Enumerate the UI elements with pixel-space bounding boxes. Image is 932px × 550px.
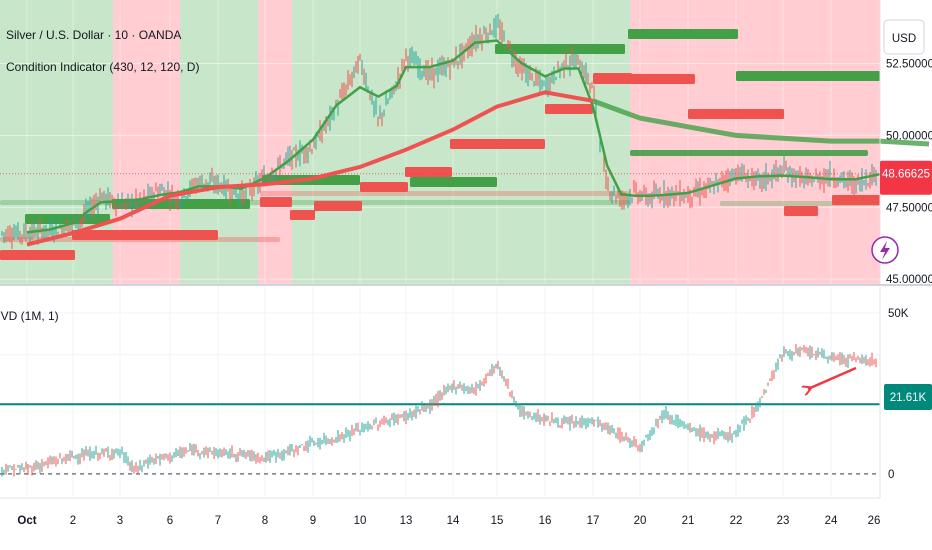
price-axis[interactable]: USD 45.00000 47.50000 50.00000 52.50000 48.… [871, 0, 932, 287]
time-tick-label: 26 [868, 515, 881, 527]
time-tick-label: Oct [17, 515, 36, 527]
price-grid [0, 0, 880, 284]
red-level-bar [290, 210, 315, 220]
time-tick-label: 17 [587, 515, 600, 527]
time-tick-label: 13 [400, 515, 413, 527]
cvd-grid [0, 287, 880, 496]
time-tick-label: 23 [777, 515, 790, 527]
green-level-bar [628, 29, 738, 39]
price-pane[interactable]: Silver / U.S. Dollar · 10 · OANDA Condit… [0, 0, 930, 284]
time-axis[interactable]: Oct 2 3 6 7 8 9 10 13 14 15 16 17 20 21 22 23 24 26 [0, 497, 880, 527]
red-level-bar [314, 201, 362, 211]
last-price-tag [880, 160, 932, 195]
cvd-tick-label: 0 [888, 469, 894, 481]
red-level-bar [360, 182, 408, 192]
time-tick-label: 21 [682, 515, 695, 527]
time-tick-label: 7 [215, 515, 221, 527]
price-tick-label: 45.00000 [886, 274, 932, 286]
last-price-value: 48.66625 [882, 169, 930, 181]
faint-level-bar [630, 150, 868, 156]
time-tick-label: 2 [70, 515, 76, 527]
annotation-arrow [808, 366, 857, 389]
zone-bear [258, 0, 292, 284]
cvd-tick-label: 50K [888, 308, 909, 320]
indicator-title: Condition Indicator (430, 12, 120, D) [6, 60, 199, 74]
symbol-title: Silver / U.S. Dollar · 10 · OANDA [6, 28, 181, 42]
price-tick-label: 50.00000 [886, 130, 932, 142]
red-level-bar [72, 230, 218, 240]
lightning-icon[interactable] [871, 236, 899, 264]
red-level-bar [545, 104, 593, 114]
cvd-title: CVD (1M, 1) [0, 309, 59, 323]
moving-averages [26, 39, 930, 247]
cvd-axis[interactable]: 0 50K 21.61K [879, 287, 932, 498]
green-level-bar [410, 177, 497, 187]
time-tick-label: 16 [539, 515, 552, 527]
price-tick-label: 47.50000 [886, 202, 932, 214]
cvd-pane[interactable]: CVD (1M, 1) [0, 287, 880, 496]
cvd-candles [1, 343, 877, 477]
price-tick-label: 52.50000 [886, 59, 932, 71]
slow-moving-average-falling [592, 98, 930, 147]
time-tick-labels: Oct 2 3 6 7 8 9 10 13 14 15 16 17 20 21 22 23 24 26 [17, 515, 880, 527]
faint-level-bar [260, 191, 630, 196]
red-level-bar [260, 197, 292, 207]
currency-button[interactable] [883, 19, 925, 55]
red-level-bar [450, 139, 545, 149]
cvd-value-tag [884, 384, 932, 410]
currency-label: USD [892, 33, 916, 45]
time-tick-label: 9 [310, 515, 316, 527]
cvd-value: 21.61K [890, 392, 927, 404]
red-level-bar [593, 74, 695, 84]
green-level-bar [495, 44, 625, 54]
price-tick-labels: 45.00000 47.50000 50.00000 52.50000 [886, 59, 932, 287]
fast-moving-average [26, 39, 930, 234]
time-tick-label: 24 [825, 515, 838, 527]
green-level-bar [25, 214, 110, 224]
time-tick-label: 14 [447, 515, 460, 527]
time-tick-label: 20 [634, 515, 647, 527]
time-tick-label: 15 [491, 515, 504, 527]
red-level-bar [0, 250, 75, 260]
cvd-tick-labels: 0 50K [888, 308, 909, 481]
red-level-bar [832, 195, 880, 205]
red-level-bar [405, 167, 452, 177]
red-level-bar [688, 109, 784, 119]
slow-moving-average-rising [26, 90, 594, 247]
time-tick-label: 10 [354, 515, 367, 527]
time-tick-label: 22 [730, 515, 743, 527]
green-level-bar [736, 71, 880, 81]
red-level-bar [784, 206, 818, 216]
time-tick-label: 6 [167, 515, 173, 527]
time-tick-label: 3 [117, 515, 123, 527]
time-tick-label: 8 [262, 515, 268, 527]
